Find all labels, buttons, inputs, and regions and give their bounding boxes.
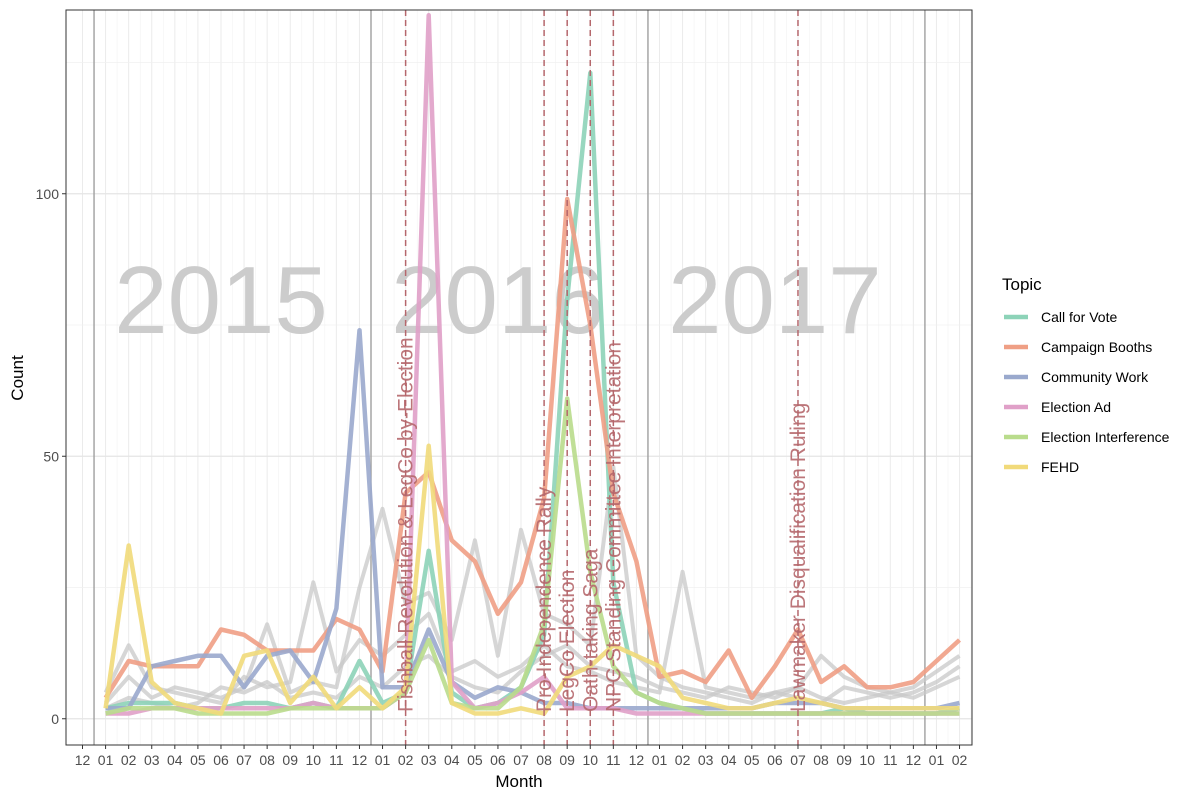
x-tick-label: 07 <box>236 752 252 768</box>
x-tick-label: 08 <box>536 752 552 768</box>
event-label: LegCo Election <box>556 570 579 712</box>
legend-label: Campaign Booths <box>1041 339 1152 355</box>
x-tick-label: 11 <box>606 752 621 768</box>
x-tick-label: 02 <box>675 752 691 768</box>
legend-title: Topic <box>1002 275 1042 294</box>
plot-border <box>65 9 973 746</box>
x-tick-label: 05 <box>467 752 483 768</box>
x-tick-label: 05 <box>190 752 206 768</box>
event-label: Lawmaker Disqualification Ruling <box>787 403 810 712</box>
x-tick-label: 07 <box>513 752 529 768</box>
legend-label: FEHD <box>1041 459 1079 475</box>
x-tick-label: 04 <box>167 752 183 768</box>
event-label: Oath-taking Saga <box>579 548 602 712</box>
x-tick-label: 04 <box>444 752 460 768</box>
x-tick-label: 01 <box>98 752 114 768</box>
x-tick-label: 01 <box>929 752 945 768</box>
x-tick-label: 08 <box>813 752 829 768</box>
event-label: Fishball Revolution & LegCo by-Election <box>395 337 418 712</box>
year-labels: 2015 2016 2017 <box>114 247 881 354</box>
x-tick-label: 06 <box>213 752 229 768</box>
x-tick-label: 10 <box>582 752 598 768</box>
y-axis-title: Count <box>8 355 27 401</box>
legend: Topic Call for Vote Campaign Booths Commun… <box>1002 275 1170 475</box>
x-tick-label: 01 <box>375 752 391 768</box>
legend-label: Election Interference <box>1041 429 1170 445</box>
x-tick-label: 09 <box>836 752 852 768</box>
x-tick-label: 12 <box>75 752 91 768</box>
year-watermark: 2017 <box>668 247 882 354</box>
x-tick-label: 03 <box>698 752 714 768</box>
year-watermark: 2015 <box>114 247 328 354</box>
x-tick-label: 03 <box>421 752 437 768</box>
x-tick-label: 07 <box>790 752 806 768</box>
legend-label: Community Work <box>1041 369 1149 385</box>
series-line <box>103 443 960 716</box>
series-line <box>103 196 962 701</box>
x-tick-label: 12 <box>629 752 645 768</box>
y-tick-label: 50 <box>43 448 59 464</box>
event-markers: Fishball Revolution & LegCo by-Election P… <box>395 10 810 745</box>
x-tick-label: 11 <box>329 752 344 768</box>
x-tick-label: 12 <box>352 752 368 768</box>
x-axis-title: Month <box>495 772 542 791</box>
x-tick-label: 06 <box>490 752 506 768</box>
event-label: Pro-Independence Rally <box>533 486 556 712</box>
event-label: NPC Standing Committee Interpretation <box>602 342 625 712</box>
x-tick-label: 10 <box>859 752 875 768</box>
x-tick-label: 01 <box>652 752 668 768</box>
x-tick-label: 04 <box>721 752 737 768</box>
x-tick-label: 10 <box>306 752 322 768</box>
x-tick-label: 09 <box>282 752 298 768</box>
series-line <box>105 396 960 716</box>
x-axis: 12 01 02 03 04 05 06 07 08 09 10 11 12 01 02 03 04 05 06 07… <box>75 745 968 768</box>
x-tick-label: 02 <box>398 752 414 768</box>
y-tick-label: 100 <box>36 186 60 202</box>
x-tick-label: 09 <box>559 752 575 768</box>
legend-label: Election Ad <box>1041 399 1111 415</box>
x-tick-label: 11 <box>883 752 898 768</box>
x-tick-label: 03 <box>144 752 160 768</box>
legend-label: Call for Vote <box>1041 309 1117 325</box>
x-tick-label: 08 <box>259 752 275 768</box>
plot-panel <box>66 10 972 745</box>
y-axis: 0 50 100 <box>36 186 66 727</box>
x-tick-label: 12 <box>906 752 922 768</box>
y-tick-label: 0 <box>51 711 59 727</box>
x-tick-label: 06 <box>767 752 783 768</box>
x-tick-label: 05 <box>744 752 760 768</box>
x-tick-label: 02 <box>952 752 968 768</box>
x-tick-label: 02 <box>121 752 137 768</box>
series-lines <box>103 13 962 716</box>
